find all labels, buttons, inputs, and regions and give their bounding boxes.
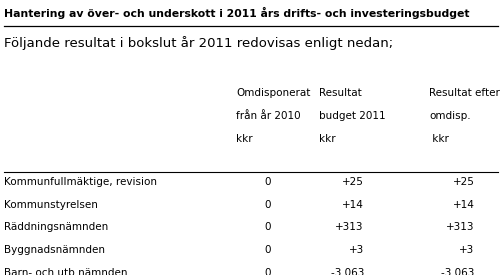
Text: +25: +25 bbox=[451, 177, 473, 187]
Text: omdisp.: omdisp. bbox=[428, 111, 470, 121]
Text: Kommunstyrelsen: Kommunstyrelsen bbox=[4, 200, 98, 210]
Text: budget 2011: budget 2011 bbox=[318, 111, 385, 121]
Text: Hantering av över- och underskott i 2011 års drifts- och investeringsbudget: Hantering av över- och underskott i 2011… bbox=[4, 7, 468, 19]
Text: 0: 0 bbox=[264, 245, 271, 255]
Text: Omdisponerat: Omdisponerat bbox=[235, 88, 310, 98]
Text: +14: +14 bbox=[451, 200, 473, 210]
Text: 0: 0 bbox=[264, 200, 271, 210]
Text: Byggnadsnämnden: Byggnadsnämnden bbox=[4, 245, 105, 255]
Text: 0: 0 bbox=[264, 268, 271, 275]
Text: +3: +3 bbox=[458, 245, 473, 255]
Text: Resultat efter: Resultat efter bbox=[428, 88, 499, 98]
Text: -3 063: -3 063 bbox=[330, 268, 363, 275]
Text: Barn- och utb.nämnden: Barn- och utb.nämnden bbox=[4, 268, 127, 275]
Text: Följande resultat i bokslut år 2011 redovisas enligt nedan;: Följande resultat i bokslut år 2011 redo… bbox=[4, 36, 392, 50]
Text: Resultat: Resultat bbox=[318, 88, 361, 98]
Text: +313: +313 bbox=[445, 222, 473, 232]
Text: Räddningsnämnden: Räddningsnämnden bbox=[4, 222, 108, 232]
Text: -3 063: -3 063 bbox=[440, 268, 473, 275]
Text: 0: 0 bbox=[264, 177, 271, 187]
Text: +313: +313 bbox=[335, 222, 363, 232]
Text: +14: +14 bbox=[341, 200, 363, 210]
Text: Kommunfullmäktige, revision: Kommunfullmäktige, revision bbox=[4, 177, 157, 187]
Text: kkr: kkr bbox=[318, 134, 335, 144]
Text: från år 2010: från år 2010 bbox=[235, 111, 300, 121]
Text: +3: +3 bbox=[348, 245, 363, 255]
Text: kkr: kkr bbox=[235, 134, 252, 144]
Text: 0: 0 bbox=[264, 222, 271, 232]
Text: +25: +25 bbox=[341, 177, 363, 187]
Text: kkr: kkr bbox=[428, 134, 448, 144]
